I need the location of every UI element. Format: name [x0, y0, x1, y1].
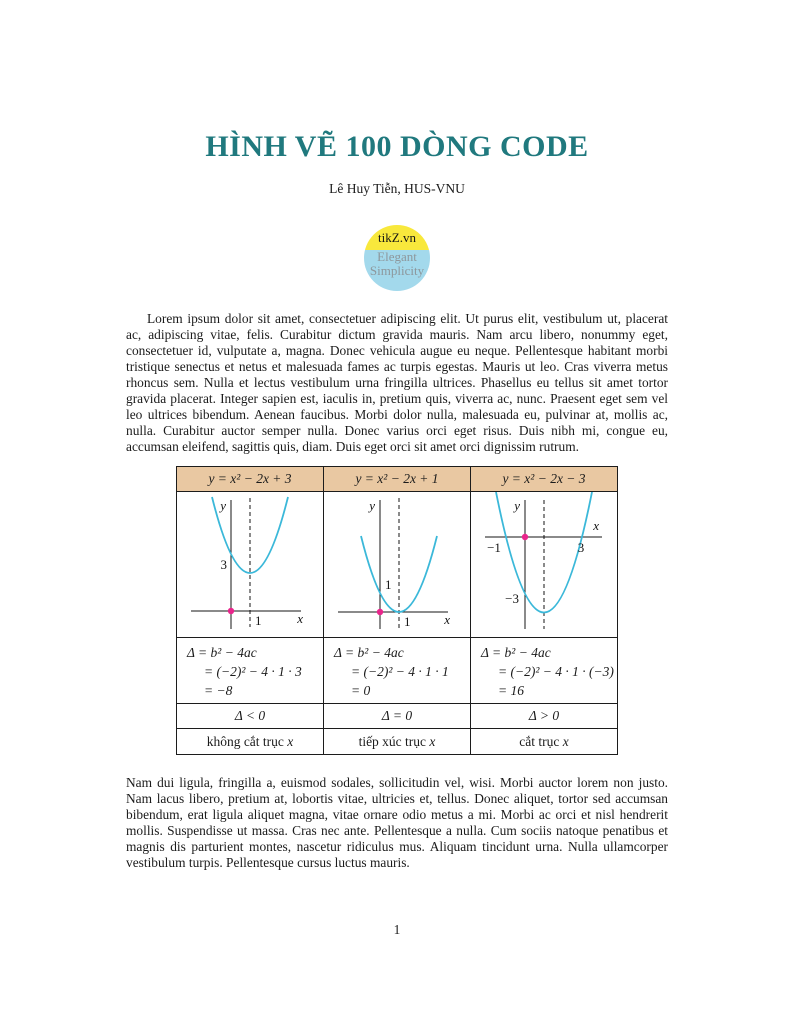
parabola-graph-2: y x 1 1: [338, 498, 450, 629]
conclusion-var-3: x: [562, 733, 569, 749]
paragraph-nam-dui: Nam dui ligula, fringilla a, euismod sod…: [126, 775, 668, 870]
conclusion-cell-3: cắt trục x: [470, 728, 618, 755]
x-tick-label: 1: [404, 614, 411, 629]
equation-3: y = x² − 2x − 3: [502, 471, 586, 486]
delta-sign-cell-3: Δ > 0: [470, 703, 618, 729]
y-axis-label: y: [218, 498, 226, 513]
root-label-left: −1: [487, 540, 501, 555]
delta-sign-row: Δ < 0 Δ = 0 Δ > 0: [176, 703, 618, 729]
y-intercept-label: 3: [221, 557, 228, 572]
delta-cell-3: Δ = b² − 4ac = (−2)² − 4 · 1 · (−3) = 16: [470, 637, 618, 704]
delta-cell-2: Δ = b² − 4ac = (−2)² − 4 · 1 · 1 = 0: [323, 637, 471, 704]
conclusion-var-2: x: [429, 733, 436, 749]
x-axis-label: x: [443, 612, 450, 627]
x-tick-label: 1: [255, 613, 262, 628]
y-axis-label: y: [367, 498, 375, 513]
origin-point: [376, 608, 384, 616]
y-axis-label: y: [512, 498, 520, 513]
tikz-logo: tikZ.vn Elegant Simplicity: [364, 225, 430, 291]
graph-row: y x 3 1 y x 1 1: [176, 491, 618, 638]
parabola-curve: [360, 535, 438, 613]
parabola-curve: [495, 492, 593, 614]
logo-tagline-line1: Elegant: [377, 249, 417, 264]
logo-tagline-line2: Simplicity: [369, 262, 425, 278]
delta-sign-cell-2: Δ = 0: [323, 703, 471, 729]
conclusion-cell-2: tiếp xúc trục x: [323, 728, 471, 755]
y-intercept-label: 1: [385, 577, 392, 592]
delta-sign-cell-1: Δ < 0: [176, 703, 324, 729]
conclusion-row: không cắt trục x tiếp xúc trục x cắt trụ…: [176, 728, 618, 755]
conclusion-text-2: tiếp xúc trục: [358, 733, 427, 749]
delta-line: Δ = b² − 4ac: [187, 645, 257, 660]
logo-tagline: Elegant Simplicity: [364, 250, 430, 277]
parabola-comparison-table: y = x² − 2x + 3 y = x² − 2x + 1 y = x² −…: [176, 466, 618, 755]
y-intercept-label: −3: [505, 591, 519, 606]
conclusion-var-1: x: [287, 733, 294, 749]
x-axis-label: x: [296, 611, 303, 626]
origin-point: [521, 533, 529, 541]
equation-cell-3: y = x² − 2x − 3: [470, 466, 618, 492]
delta-sign-2: Δ = 0: [381, 708, 413, 723]
graph-cell-3: y x −1 3 −3: [470, 491, 618, 638]
delta-computation-row: Δ = b² − 4ac = (−2)² − 4 · 1 · 3 = −8 Δ …: [176, 637, 618, 704]
delta-sign-3: Δ > 0: [528, 708, 560, 723]
delta-line: = −8: [204, 683, 233, 698]
logo-site-label: tikZ.vn: [378, 230, 416, 245]
equation-2: y = x² − 2x + 1: [355, 471, 439, 486]
paragraph-lorem: Lorem ipsum dolor sit amet, consectetuer…: [126, 311, 668, 454]
delta-cell-1: Δ = b² − 4ac = (−2)² − 4 · 1 · 3 = −8: [176, 637, 324, 704]
conclusion-cell-1: không cắt trục x: [176, 728, 324, 755]
delta-line: = (−2)² − 4 · 1 · 3: [204, 664, 302, 679]
parabola-curve: [211, 496, 289, 574]
page-number: 1: [393, 922, 401, 937]
delta-line: Δ = b² − 4ac: [481, 645, 551, 660]
delta-line: Δ = b² − 4ac: [334, 645, 404, 660]
origin-point: [227, 607, 235, 615]
delta-sign-1: Δ < 0: [234, 708, 266, 723]
graph-cell-1: y x 3 1: [176, 491, 324, 638]
equation-cell-2: y = x² − 2x + 1: [323, 466, 471, 492]
parabola-graph-1: y x 3 1: [191, 496, 303, 629]
parabola-graph-3: y x −1 3 −3: [485, 492, 602, 629]
delta-line: = (−2)² − 4 · 1 · 1: [351, 664, 449, 679]
equation-cell-1: y = x² − 2x + 3: [176, 466, 324, 492]
equation-1: y = x² − 2x + 3: [208, 471, 292, 486]
delta-line: = (−2)² − 4 · 1 · (−3): [498, 664, 614, 679]
delta-line: = 16: [498, 683, 524, 698]
equation-header-row: y = x² − 2x + 3 y = x² − 2x + 1 y = x² −…: [176, 466, 618, 492]
conclusion-text-3: cắt trục: [519, 733, 560, 749]
root-label-right: 3: [578, 540, 585, 555]
delta-line: = 0: [351, 683, 371, 698]
page-title: HÌNH VẼ 100 DÒNG CODE: [205, 130, 589, 163]
conclusion-text-1: không cắt trục: [206, 733, 284, 749]
graph-cell-2: y x 1 1: [323, 491, 471, 638]
x-axis-label: x: [592, 518, 599, 533]
author-line: Lê Huy Tiễn, HUS-VNU: [329, 181, 465, 196]
